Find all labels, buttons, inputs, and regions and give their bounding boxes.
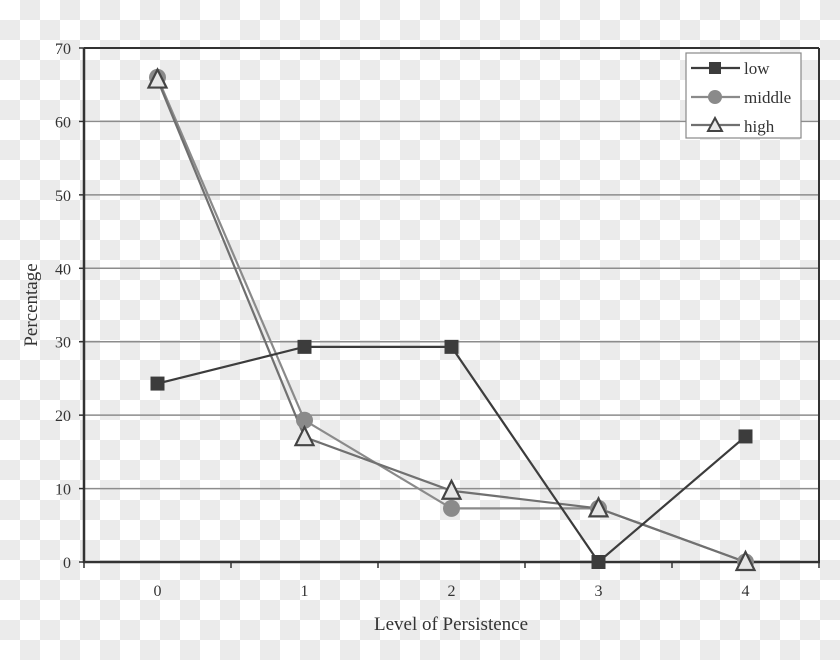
y-tick-label: 70 — [55, 41, 71, 58]
circle-marker-icon — [708, 90, 722, 104]
triangle-marker-icon — [146, 67, 169, 89]
circle-marker-icon — [296, 411, 313, 429]
x-tick-label: 3 — [595, 583, 603, 600]
axes — [82, 47, 820, 564]
legend-label-high: high — [744, 117, 775, 136]
y-tick-label: 60 — [55, 114, 71, 131]
x-tick-label: 1 — [301, 583, 309, 600]
legend-item-middle: middle — [691, 88, 791, 107]
square-marker-icon — [150, 376, 165, 391]
y-tick-label: 20 — [55, 408, 71, 425]
square-marker-icon — [591, 555, 606, 569]
triangle-marker-icon — [706, 115, 724, 132]
y-axis-ticks: 0 10 20 30 40 50 60 70 — [55, 41, 84, 572]
data-series — [146, 67, 757, 572]
x-tick-label: 2 — [448, 583, 456, 600]
triangle-marker-icon — [293, 424, 316, 447]
legend-label-low: low — [744, 59, 770, 78]
legend-item-low: low — [691, 59, 770, 78]
x-axis-ticks: 0 1 2 3 4 — [83, 562, 820, 600]
legend-item-high: high — [691, 115, 775, 136]
square-marker-icon — [709, 62, 721, 74]
y-tick-label: 50 — [55, 188, 71, 205]
y-tick-label: 40 — [55, 261, 71, 278]
triangle-marker-icon — [587, 495, 610, 518]
legend-label-middle: middle — [744, 88, 791, 107]
circle-marker-icon — [443, 499, 460, 517]
square-marker-icon — [444, 339, 459, 354]
legend: low middle high — [685, 52, 802, 139]
square-marker-icon — [738, 429, 753, 444]
y-tick-label: 10 — [55, 482, 71, 499]
y-tick-label: 0 — [63, 555, 71, 572]
triangle-marker-icon — [734, 549, 757, 572]
y-tick-label: 30 — [55, 335, 71, 352]
square-marker-icon — [297, 339, 312, 354]
y-axis-title: Percentage — [21, 263, 42, 346]
x-tick-label: 4 — [742, 583, 750, 600]
x-tick-label: 0 — [154, 583, 162, 600]
x-axis-title: Level of Persistence — [374, 614, 528, 635]
triangle-marker-icon — [440, 478, 463, 500]
